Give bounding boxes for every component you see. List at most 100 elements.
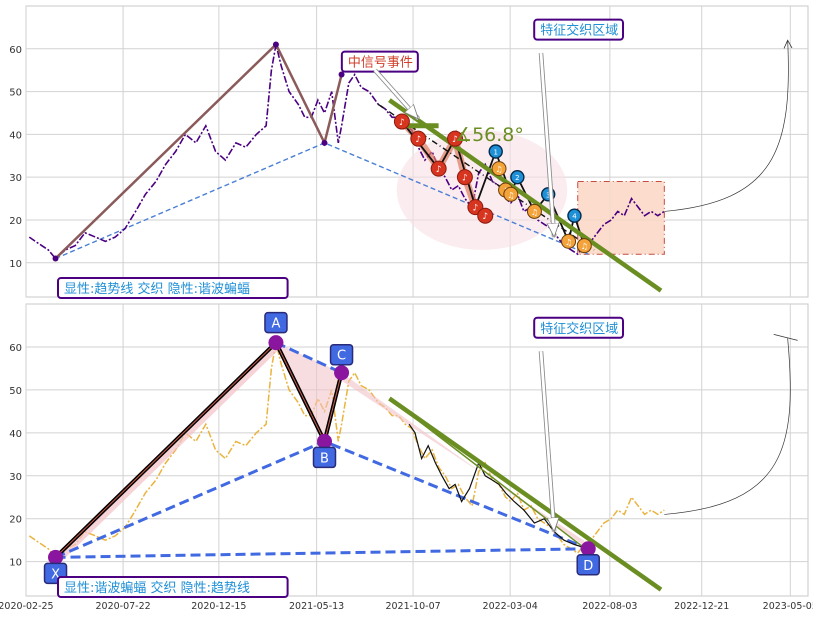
orange-event-glyph: ♫: [531, 208, 538, 217]
blue-event-marker: [488, 144, 503, 159]
x-tick-label: 2022-03-04: [483, 601, 538, 612]
harmonic-label-box-c: [329, 343, 354, 366]
harmonic-label-box-d: [576, 554, 600, 576]
projection-curve: [664, 40, 788, 212]
red-event-glyph: ♪: [473, 204, 479, 214]
feature-zone-label-top: 特征交织区域: [540, 23, 618, 39]
x-tick-label: 2022-12-21: [674, 601, 729, 612]
x-tick-label: 2021-05-13: [289, 601, 344, 612]
y-tick-label: 40: [9, 429, 22, 440]
harmonic-pivot-c: [334, 365, 350, 381]
zigzag-inner-line: [55, 341, 343, 558]
orange-event-marker: [526, 203, 542, 219]
y-tick-label: 60: [9, 45, 22, 56]
red-event-marker: [430, 160, 447, 177]
blue-event-number: 1: [493, 149, 497, 157]
pivot-point: [321, 139, 328, 146]
blue-event-number: 4: [572, 213, 577, 221]
orange-event-glyph: ♫: [565, 238, 572, 247]
red-event-glyph: ♪: [462, 174, 468, 184]
orange-event-marker: [491, 161, 507, 177]
y-tick-label: 30: [9, 472, 22, 483]
y-tick-label: 10: [9, 259, 22, 270]
harmonic-label-c: C: [337, 349, 346, 364]
red-event-marker: [477, 207, 494, 224]
y-tick-label: 10: [9, 558, 22, 569]
panel-bottom: 10 20 30 40 50 60: [9, 303, 809, 597]
red-event-marker: [447, 130, 464, 147]
signal-event-label: 中信号事件: [348, 56, 413, 71]
orange-event-glyph: ♫: [495, 165, 502, 174]
harmonic-pivot-a: [268, 335, 284, 351]
harmonic-ac-line: [275, 341, 343, 375]
red-event-glyph: ♪: [436, 165, 442, 175]
orange-event-glyph: ♫: [507, 191, 514, 200]
red-event-marker: [410, 130, 427, 147]
x-tick-label: 2020-02-25: [0, 601, 54, 612]
harmonic-xd-line: [55, 547, 589, 559]
x-tick-label: 2023-05-05: [763, 601, 813, 612]
signal-event-label-box: [340, 50, 419, 73]
red-event-glyph: ♪: [482, 212, 488, 222]
harmonic-label-a: A: [271, 317, 280, 332]
red-event-glyph: ♪: [452, 135, 458, 145]
feature-zone-arrow-bottom: [539, 351, 554, 531]
bottom-corner-label-box: [57, 576, 289, 598]
blue-event-number: 3: [546, 191, 550, 199]
harmonic-xa-fill: [55, 342, 282, 562]
feature-zone-label-bottom: 特征交织区域: [540, 321, 618, 337]
trend-line: [388, 396, 663, 592]
harmonic-abc-fill: [275, 342, 342, 442]
trend-line: [388, 98, 663, 293]
feature-zone-label-top-box: [533, 18, 625, 41]
harmonic-cd-fill: [341, 372, 589, 549]
harmonic-label-x: X: [51, 567, 60, 582]
pivot-point: [272, 41, 279, 48]
pivot-point: [52, 255, 59, 262]
projection-tick: [773, 334, 798, 341]
y-tick-label: 50: [9, 88, 22, 99]
orange-event-glyph: ♫: [581, 242, 588, 251]
x-tick-label: 2021-10-07: [385, 601, 440, 612]
bottom-corner-label: 显性:谐波蝙蝠 交织 隐性:趋势线: [64, 580, 250, 596]
x-tick-label: 2020-12-15: [191, 601, 246, 612]
red-event-glyph: ♪: [399, 118, 405, 128]
projection-curve: [664, 338, 791, 515]
feature-zone-arrow-top: [539, 52, 554, 237]
harmonic-label-box-b: [312, 446, 337, 469]
bottom-series-layer: [28, 335, 665, 592]
y-tick-label: 20: [9, 216, 22, 227]
harmonic-label-box-a: [264, 311, 288, 334]
red-event-marker: [456, 169, 473, 186]
orange-event-marker: [576, 238, 592, 254]
x-tick-label: 2022-08-03: [582, 601, 637, 612]
harmonic-pivot-d: [580, 541, 596, 557]
y-tick-label: 50: [9, 386, 22, 397]
y-tick-label: 40: [9, 130, 22, 141]
y-tick-label: 20: [9, 515, 22, 526]
x-tick-label: 2020-07-22: [95, 601, 150, 612]
harmonic-pivot-b: [316, 433, 332, 449]
blue-event-number: 2: [515, 174, 519, 182]
panel-top: 10 20 30 40 50 60: [9, 5, 809, 298]
angle-label: ∡56.8°: [455, 124, 524, 146]
signal-event-arrow: [373, 69, 420, 120]
harmonic-label-b: B: [320, 451, 329, 466]
orange-event-marker: [503, 186, 519, 202]
top-corner-label-box: [57, 277, 289, 299]
plot-area: [25, 303, 809, 597]
y-tick-label: 60: [9, 343, 22, 354]
red-event-glyph: ♪: [415, 135, 421, 145]
harmonic-pivot-x: [48, 549, 64, 565]
feature-zone-label-bottom-box: [533, 316, 625, 339]
pivot-point: [338, 71, 345, 78]
blue-event-marker: [567, 208, 582, 223]
top-corner-label: 显性:趋势线 交织 隐性:谐波蝙蝠: [64, 281, 250, 297]
harmonic-label-d: D: [583, 559, 593, 574]
y-tick-label: 30: [9, 173, 22, 184]
blue-event-marker: [510, 169, 525, 185]
price-line: [28, 44, 665, 260]
